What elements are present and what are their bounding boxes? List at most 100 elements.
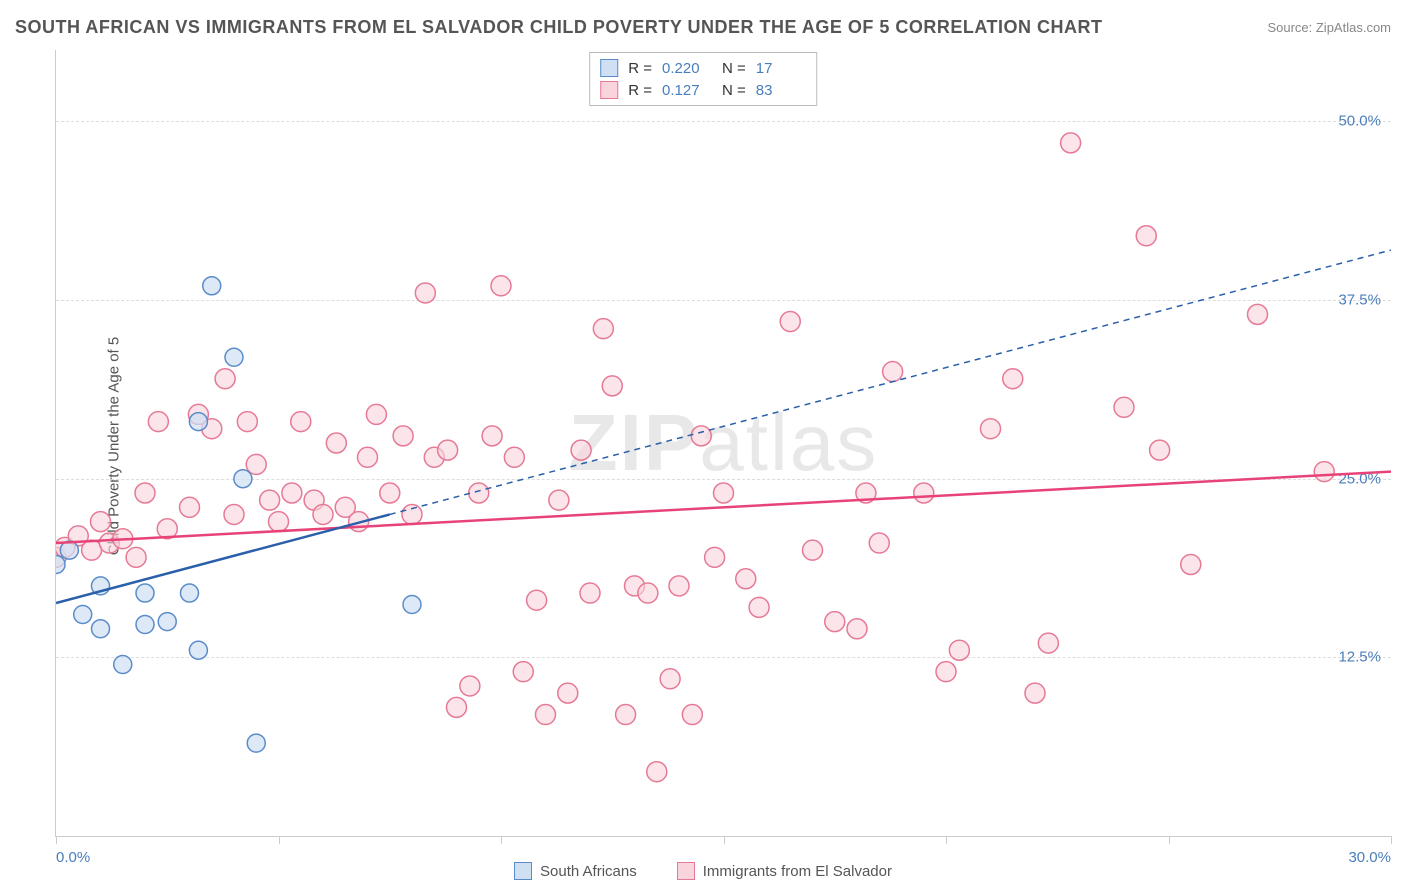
legend-item: Immigrants from El Salvador: [677, 862, 892, 880]
data-point: [403, 595, 421, 613]
data-point: [158, 613, 176, 631]
data-point: [536, 705, 556, 725]
data-point: [682, 705, 702, 725]
data-point: [366, 404, 386, 424]
data-point: [1150, 440, 1170, 460]
data-point: [638, 583, 658, 603]
data-point: [393, 426, 413, 446]
legend-n-label: N =: [722, 60, 746, 77]
data-point: [1314, 462, 1334, 482]
data-point: [749, 597, 769, 617]
data-point: [114, 656, 132, 674]
legend-r-label: R =: [628, 60, 652, 77]
data-point: [180, 497, 200, 517]
data-point: [282, 483, 302, 503]
data-point: [936, 662, 956, 682]
data-point: [225, 348, 243, 366]
data-point: [269, 512, 289, 532]
data-point: [82, 540, 102, 560]
data-point: [825, 612, 845, 632]
data-point: [148, 412, 168, 432]
legend-label: South Africans: [540, 863, 637, 880]
data-point: [949, 640, 969, 660]
data-point: [291, 412, 311, 432]
data-point: [447, 697, 467, 717]
data-point: [215, 369, 235, 389]
data-point: [691, 426, 711, 446]
data-point: [527, 590, 547, 610]
data-point: [1061, 133, 1081, 153]
x-tick: [56, 836, 57, 844]
x-tick: [724, 836, 725, 844]
legend-item: South Africans: [514, 862, 637, 880]
data-point: [91, 512, 111, 532]
data-point: [1038, 633, 1058, 653]
legend-swatch: [600, 59, 618, 77]
scatter-plot-svg: [56, 50, 1391, 836]
data-point: [491, 276, 511, 296]
data-point: [504, 447, 524, 467]
data-point: [247, 734, 265, 752]
chart-plot-area: ZIPatlas 0.0% 30.0% 12.5%25.0%37.5%50.0%: [55, 50, 1391, 837]
chart-title: SOUTH AFRICAN VS IMMIGRANTS FROM EL SALV…: [15, 17, 1103, 38]
data-point: [380, 483, 400, 503]
data-point: [705, 547, 725, 567]
data-point: [460, 676, 480, 696]
legend-r-value: 0.220: [662, 60, 712, 77]
data-point: [558, 683, 578, 703]
data-point: [1003, 369, 1023, 389]
data-point: [224, 504, 244, 524]
data-point: [602, 376, 622, 396]
data-point: [803, 540, 823, 560]
x-tick: [501, 836, 502, 844]
data-point: [313, 504, 333, 524]
data-point: [869, 533, 889, 553]
data-point: [549, 490, 569, 510]
legend-swatch: [677, 862, 695, 880]
data-point: [135, 483, 155, 503]
data-point: [847, 619, 867, 639]
data-point: [482, 426, 502, 446]
data-point: [513, 662, 533, 682]
data-point: [126, 547, 146, 567]
data-point: [714, 483, 734, 503]
data-point: [571, 440, 591, 460]
data-point: [883, 362, 903, 382]
data-point: [736, 569, 756, 589]
data-point: [1181, 554, 1201, 574]
legend-swatch: [514, 862, 532, 880]
legend-r-value: 0.127: [662, 82, 712, 99]
data-point: [1248, 304, 1268, 324]
data-point: [74, 605, 92, 623]
data-point: [981, 419, 1001, 439]
x-tick: [279, 836, 280, 844]
data-point: [914, 483, 934, 503]
trend-line-blue-dashed: [390, 250, 1391, 514]
data-point: [647, 762, 667, 782]
data-point: [181, 584, 199, 602]
correlation-legend: R = 0.220 N = 17 R = 0.127 N = 83: [589, 52, 817, 106]
data-point: [593, 319, 613, 339]
data-point: [402, 504, 422, 524]
data-point: [669, 576, 689, 596]
x-tick: [1169, 836, 1170, 844]
data-point: [92, 620, 110, 638]
data-point: [1025, 683, 1045, 703]
data-point: [358, 447, 378, 467]
legend-r-label: R =: [628, 82, 652, 99]
data-point: [780, 312, 800, 332]
x-tick: [1391, 836, 1392, 844]
source-label: Source: ZipAtlas.com: [1267, 20, 1391, 35]
x-tick: [946, 836, 947, 844]
data-point: [616, 705, 636, 725]
data-point: [1136, 226, 1156, 246]
legend-n-label: N =: [722, 82, 746, 99]
data-point: [189, 641, 207, 659]
data-point: [660, 669, 680, 689]
legend-row: R = 0.127 N = 83: [600, 79, 806, 101]
data-point: [237, 412, 257, 432]
data-point: [260, 490, 280, 510]
legend-row: R = 0.220 N = 17: [600, 57, 806, 79]
data-point: [234, 470, 252, 488]
data-point: [580, 583, 600, 603]
